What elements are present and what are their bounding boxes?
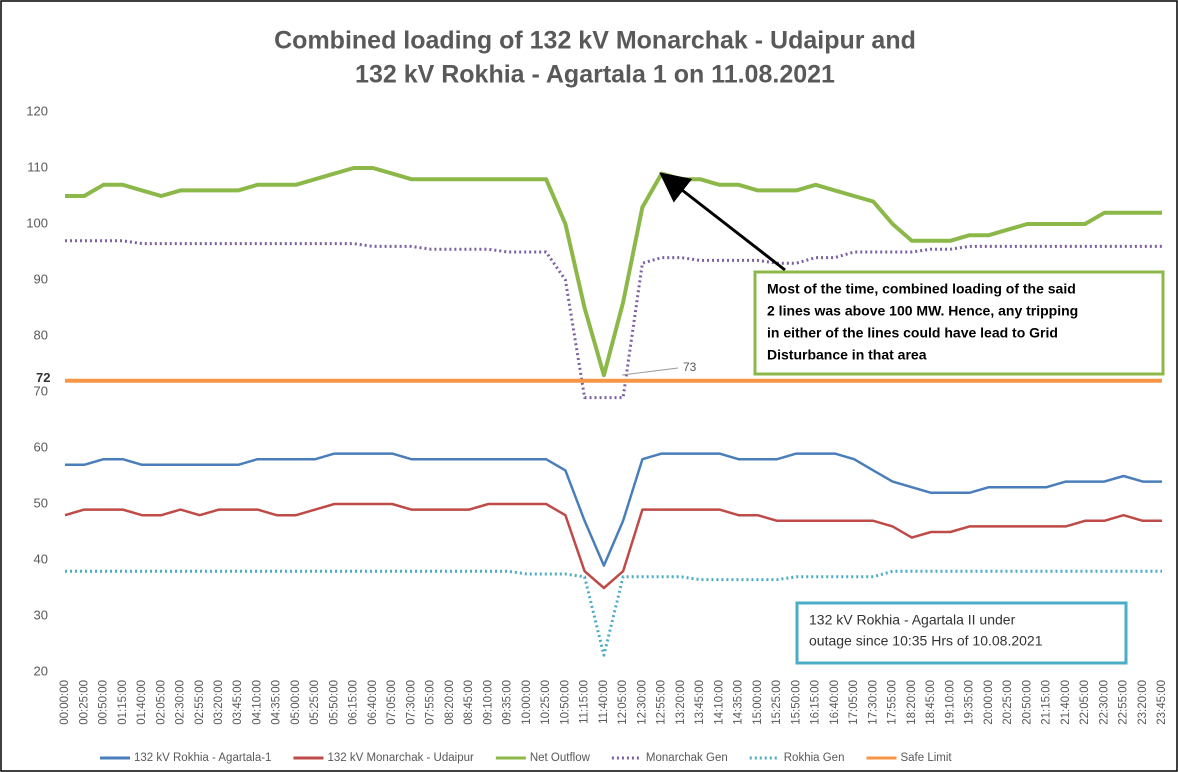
x-tick-label: 01:40:00 (136, 680, 148, 725)
y-tick-label: 50 (34, 495, 48, 510)
x-tick-label: 16:15:00 (810, 680, 822, 725)
series-line (65, 569, 1162, 657)
x-tick-label: 18:20:00 (906, 680, 918, 725)
x-tick-label: 03:20:00 (213, 680, 225, 725)
x-tick-label: 22:05:00 (1079, 680, 1091, 725)
y-tick-label: 60 (34, 439, 48, 454)
chart-title: 132 kV Rokhia - Agartala 1 on 11.08.2021 (355, 61, 835, 89)
annotation-text: Most of the time, combined loading of th… (767, 281, 1076, 297)
legend-label: Rokhia Gen (784, 752, 845, 764)
annotation: 72 (36, 370, 50, 385)
x-tick-label: 13:45:00 (694, 680, 706, 725)
x-tick-label: 01:15:00 (117, 680, 129, 725)
x-tick-label: 21:40:00 (1060, 680, 1072, 725)
annotation-text: 2 lines was above 100 MW. Hence, any tri… (767, 303, 1078, 319)
x-tick-label: 07:55:00 (425, 680, 437, 725)
x-tick-label: 10:00:00 (521, 680, 533, 725)
x-tick-label: 14:35:00 (733, 680, 745, 725)
x-tick-label: 22:30:00 (1098, 680, 1110, 725)
x-tick-label: 15:25:00 (771, 680, 783, 725)
x-tick-label: 08:20:00 (444, 680, 456, 725)
arrow (659, 172, 786, 272)
y-tick-label: 30 (34, 607, 48, 622)
y-tick-label: 120 (26, 103, 48, 118)
annotation-text: Disturbance in that area (767, 347, 927, 363)
x-tick-label: 21:15:00 (1041, 680, 1053, 725)
x-tick-label: 15:50:00 (790, 680, 802, 725)
x-tick-label: 19:35:00 (964, 680, 976, 725)
y-tick-label: 100 (26, 215, 48, 230)
x-tick-label: 17:30:00 (867, 680, 879, 725)
series-line (65, 452, 1162, 567)
x-tick-label: 05:50:00 (328, 680, 340, 725)
x-tick-label: 20:50:00 (1021, 680, 1033, 725)
x-tick-label: 00:00:00 (59, 680, 71, 725)
x-tick-label: 10:25:00 (540, 680, 552, 725)
x-tick-label: 19:10:00 (944, 680, 956, 725)
x-tick-label: 07:05:00 (386, 680, 398, 725)
annotation-text: outage since 10:35 Hrs of 10.08.2021 (809, 633, 1043, 649)
x-tick-label: 20:25:00 (1002, 680, 1014, 725)
x-tick-label: 23:20:00 (1137, 680, 1149, 725)
y-tick-label: 40 (34, 551, 48, 566)
x-tick-label: 02:30:00 (175, 680, 187, 725)
x-tick-label: 06:15:00 (348, 680, 360, 725)
x-tick-label: 18:45:00 (925, 680, 937, 725)
series-line (64, 502, 1162, 590)
x-tick-label: 05:00:00 (290, 680, 302, 725)
x-tick-label: 06:40:00 (367, 680, 379, 725)
x-tick-label: 13:20:00 (675, 680, 687, 725)
legend-label: 132 kV Monarchak - Udaipur (327, 752, 474, 764)
x-tick-label: 11:15:00 (579, 680, 591, 724)
annotation: 73 (683, 360, 697, 374)
x-tick-label: 04:35:00 (271, 680, 283, 725)
x-tick-label: 14:10:00 (713, 680, 725, 725)
x-tick-label: 12:30:00 (636, 680, 648, 725)
x-tick-label: 08:45:00 (463, 680, 475, 725)
x-tick-label: 09:35:00 (502, 680, 514, 725)
x-tick-label: 00:50:00 (98, 680, 110, 725)
x-tick-label: 02:55:00 (194, 680, 206, 725)
x-tick-label: 02:05:00 (155, 680, 167, 725)
legend-label: Net Outflow (530, 752, 591, 764)
x-tick-label: 03:45:00 (232, 680, 244, 725)
x-tick-label: 22:55:00 (1118, 680, 1130, 725)
x-tick-label: 04:10:00 (251, 680, 263, 725)
x-tick-label: 05:25:00 (309, 680, 321, 725)
series-line (65, 166, 1162, 378)
x-tick-label: 11:40:00 (598, 680, 610, 724)
x-tick-label: 17:55:00 (887, 680, 899, 725)
x-tick-label: 09:10:00 (482, 680, 494, 725)
x-tick-label: 16:40:00 (829, 680, 841, 725)
x-tick-label: 15:00:00 (752, 680, 764, 725)
x-tick-label: 12:55:00 (656, 680, 668, 725)
x-tick-label: 10:50:00 (559, 680, 571, 725)
annotation-text: in either of the lines could have lead t… (767, 325, 1058, 341)
x-tick-label: 17:05:00 (848, 680, 860, 725)
y-tick-label: 90 (34, 271, 48, 286)
x-tick-label: 23:45:00 (1156, 680, 1168, 725)
y-tick-label: 70 (34, 383, 48, 398)
annotation-box (753, 270, 1165, 376)
x-tick-label: 07:30:00 (405, 680, 417, 725)
chart-title: Combined loading of 132 kV Monarchak - U… (274, 27, 916, 55)
legend-label: Safe Limit (900, 752, 952, 764)
y-tick-label: 80 (34, 327, 48, 342)
leader-line (621, 367, 679, 376)
x-tick-label: 20:00:00 (983, 680, 995, 725)
legend-label: Monarchak Gen (646, 752, 728, 764)
y-tick-label: 20 (34, 663, 48, 678)
annotation-box (795, 601, 1128, 665)
legend-label: 132 kV Rokhia - Agartala-1 (134, 752, 271, 764)
x-tick-label: 00:25:00 (78, 680, 90, 725)
y-tick-label: 110 (27, 159, 48, 174)
annotation-text: 132 kV Rokhia - Agartala II under (809, 612, 1016, 628)
x-tick-label: 12:05:00 (617, 680, 629, 725)
